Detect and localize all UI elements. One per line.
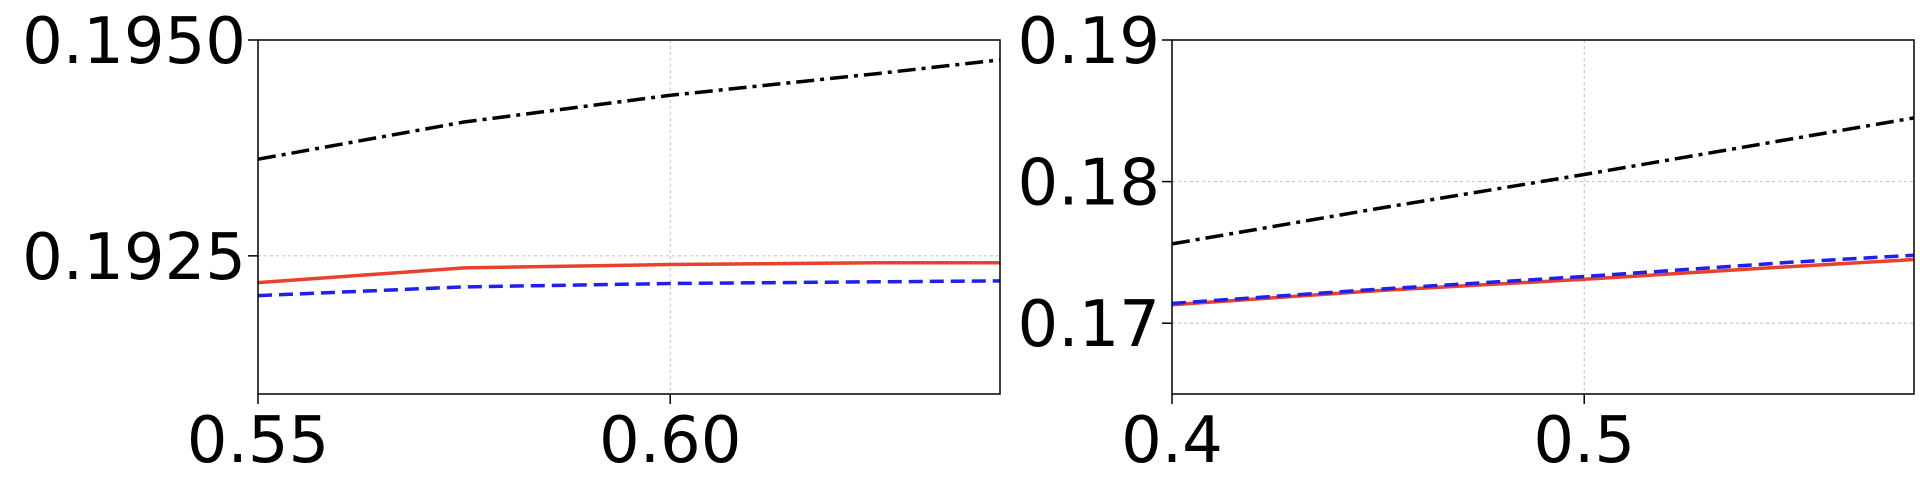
plot-frame [1171,39,1915,395]
series-line-1 [257,261,1000,285]
y-tick-label: 0.19 [1018,5,1161,79]
x-tick-label: 0.4 [1121,404,1223,478]
y-tick-label: 0.1925 [22,221,246,295]
x-tick-label: 0.5 [1533,404,1635,478]
x-tick-label: 0.55 [187,404,330,478]
series-line-3 [257,58,1001,161]
plot-frame [257,39,1001,395]
x-tick-label: 0.60 [599,404,742,478]
y-tick-label: 0.17 [1018,288,1161,362]
series-line-1 [1171,257,1915,307]
y-tick-label: 0.18 [1018,147,1161,221]
series-line-3 [1171,116,1915,246]
series-line-2 [257,279,1001,298]
y-tick-label: 0.1950 [22,5,246,79]
series-line-2 [1171,253,1915,306]
chart-panel-2: 0.4 0.5 0.17 0.18 0.19 [1018,5,1915,478]
chart-panel-1: 0.55 0.60 0.1925 0.1950 [22,5,1001,478]
